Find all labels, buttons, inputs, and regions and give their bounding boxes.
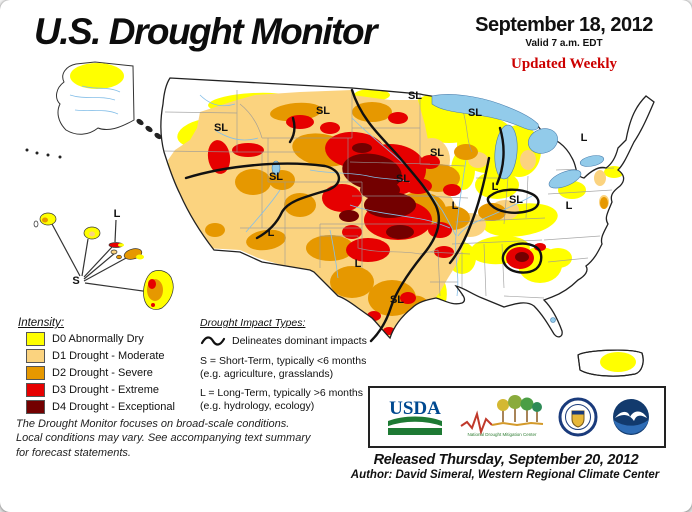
great-lakes [271,94,605,323]
svg-text:S: S [72,275,79,287]
svg-text:SL: SL [408,90,422,102]
d4-swatch [26,400,45,414]
conus-region [160,77,655,340]
legend-heading: Intensity: [18,317,65,329]
alaska-inset [25,61,162,159]
impact-types-legend: Drought Impact Types: Delineates dominan… [200,317,382,419]
svg-text:SL: SL [430,147,444,159]
d3-swatch [26,383,45,397]
svg-text:L: L [355,258,362,270]
svg-text:SL: SL [214,122,228,134]
svg-text:L: L [114,208,121,220]
legend-label: D2 Drought - Severe [52,367,153,379]
ndmc-logo: National Drought Mitigation Center [460,395,544,437]
legend-item-d4: D4 Drought - Exceptional [26,400,175,414]
delineation-squiggle-icon [200,336,226,346]
page-title: U.S. Drought Monitor [34,11,378,52]
legend-label: D1 Drought - Moderate [52,350,165,362]
legend-item-d1: D1 Drought - Moderate [26,349,175,363]
long-term-example: (e.g. hydrology, ecology) [200,400,315,413]
commerce-seal [558,397,598,437]
impact-type-labels: SL SL SL SL SL L SL SL L L SL L L L SL L S [72,90,587,306]
author-line: Author: David Simeral, Western Regional … [350,469,660,481]
legend-item-d2: D2 Drought - Severe [26,366,175,380]
delineates-label: Delineates dominant impacts [232,335,367,348]
svg-text:L: L [452,200,459,212]
legend-label: D0 Abnormally Dry [52,333,144,345]
released-date-line: Released Thursday, September 20, 2012 [373,452,639,468]
svg-text:L: L [581,132,588,144]
hawaii-inset [33,212,174,310]
rivers [199,94,533,297]
impact-delineation-lines [184,88,543,343]
short-term-example: (e.g. agriculture, grasslands) [200,368,334,381]
svg-text:L: L [268,227,275,239]
long-term-line: L = Long-Term, typically >6 months [200,387,364,400]
svg-text:SL: SL [390,294,404,306]
svg-text:SL: SL [509,194,523,206]
delineates-row: Delineates dominant impacts [200,334,382,348]
legend-item-d3: D3 Drought - Extreme [26,383,175,397]
svg-text:SL: SL [269,171,283,183]
disclaimer-text: The Drought Monitor focuses on broad-sca… [16,417,310,460]
legend-label: D3 Drought - Extreme [52,384,159,396]
date-block: September 18, 2012 Valid 7 a.m. EDT Upda… [448,14,680,73]
map-date: September 18, 2012 [475,14,653,36]
svg-text:SL: SL [316,105,330,117]
short-term-line: S = Short-Term, typically <6 months [200,355,367,368]
legend-label: D4 Drought - Exceptional [52,401,175,413]
usda-logo: USDA [387,398,443,435]
disclaimer-line: Local conditions may vary. See accompany… [16,432,311,445]
intensity-legend: Intensity: D0 Abnormally Dry D1 Drought … [18,317,175,417]
d0-swatch [26,332,45,346]
updated-weekly-note: Updated Weekly [511,56,617,72]
svg-text:L: L [566,200,573,212]
legend-item-d0: D0 Abnormally Dry [26,332,175,346]
d1-swatch [26,349,45,363]
svg-text:SL: SL [396,173,410,185]
ndmc-caption: National Drought Mitigation Center [468,432,538,437]
agency-logo-box: USDA National Drought Mitigation Center [368,386,666,448]
svg-text:SL: SL [468,107,482,119]
disclaimer-line: for forecast statements. [16,446,131,459]
puerto-rico-inset [577,349,644,377]
d2-swatch [26,366,45,380]
noaa-logo [613,399,650,435]
disclaimer-line: The Drought Monitor focuses on broad-sca… [16,418,290,430]
usda-logo-text: USDA [389,398,441,419]
svg-text:L: L [492,181,499,193]
valid-time: Valid 7 a.m. EDT [525,38,603,49]
impact-heading: Drought Impact Types: [200,317,306,329]
